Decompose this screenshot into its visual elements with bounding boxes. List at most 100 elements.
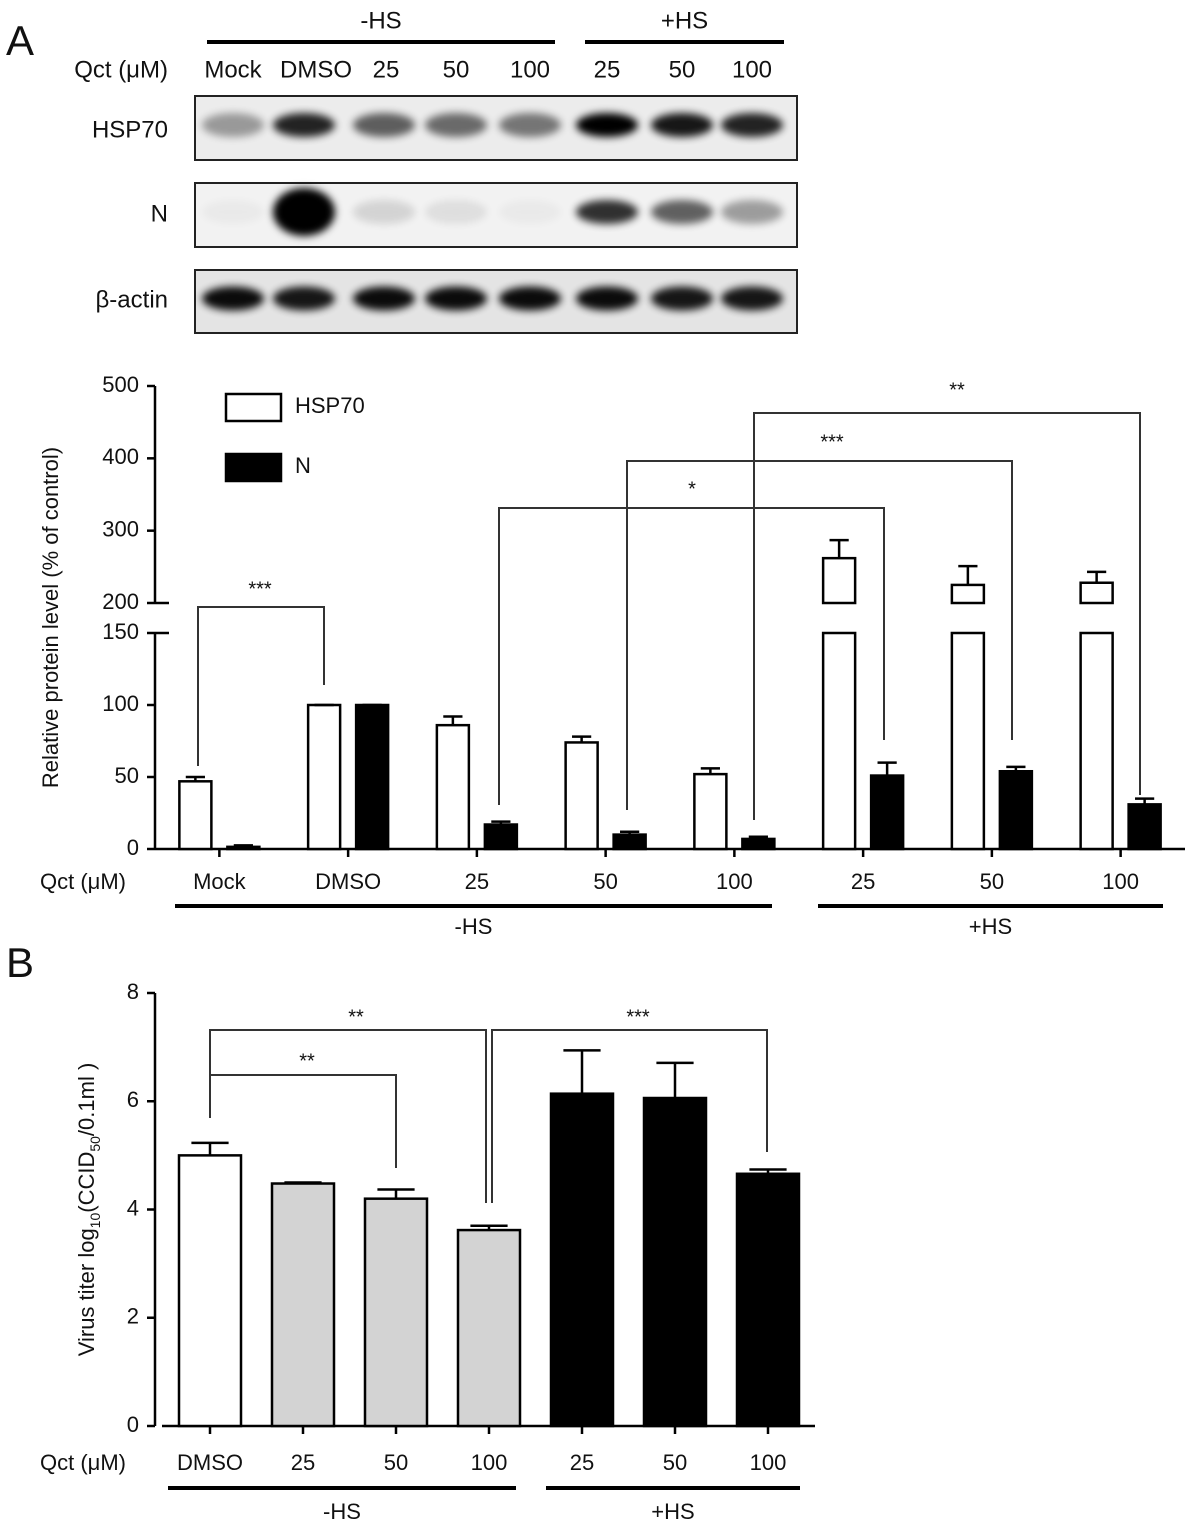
- lane-label: 100: [510, 56, 550, 83]
- y-axis-label-part: 50: [87, 1136, 103, 1152]
- x-label: Qct (μM): [40, 1450, 126, 1475]
- significance-label: ***: [626, 1006, 650, 1028]
- band: [273, 113, 335, 137]
- bar: [1079, 581, 1114, 605]
- band: [202, 200, 264, 224]
- significance-bracket: [626, 460, 1013, 810]
- band: [721, 286, 783, 311]
- x-label: Qct (μM): [40, 869, 126, 894]
- band: [353, 286, 415, 311]
- x-tick-label: 50: [663, 1450, 687, 1475]
- band: [499, 286, 561, 311]
- error-bar: [377, 1188, 415, 1199]
- band: [721, 200, 783, 224]
- group-label: +HS: [651, 1499, 694, 1524]
- y-axis-label: Relative protein level (% of control): [38, 447, 63, 788]
- y-axis-label-part: /0.1ml ): [74, 1063, 99, 1136]
- band: [202, 113, 264, 137]
- x-tick-label: 100: [471, 1450, 508, 1475]
- x-tick-label: 100: [1102, 869, 1139, 894]
- band: [425, 113, 487, 137]
- legend-swatch: [224, 392, 283, 423]
- band: [499, 113, 561, 137]
- error-bar: [1135, 797, 1155, 805]
- band: [576, 200, 638, 224]
- group-label: +HS: [661, 7, 708, 34]
- bar: [177, 1154, 243, 1428]
- lane-label: 50: [669, 56, 696, 83]
- bar: [363, 1197, 429, 1428]
- row-label: HSP70: [92, 116, 168, 143]
- lane-label: 25: [594, 56, 621, 83]
- bar: [306, 703, 342, 851]
- band: [576, 113, 638, 137]
- x-tick-label: 25: [570, 1450, 594, 1475]
- x-tick-label: Mock: [193, 869, 247, 894]
- y-axis-label-part: (CCID: [74, 1152, 99, 1213]
- error-bar: [656, 1061, 694, 1098]
- group-label: +HS: [969, 914, 1012, 939]
- band: [202, 286, 264, 311]
- bar: [950, 583, 986, 605]
- group-label: -HS: [455, 914, 493, 939]
- error-bar: [829, 538, 849, 559]
- error-bar: [877, 761, 897, 776]
- y-tick-label: 400: [102, 444, 139, 469]
- bar: [693, 772, 728, 851]
- significance-label: ***: [248, 578, 272, 600]
- error-bar: [748, 835, 768, 839]
- band: [651, 113, 713, 137]
- error-bar: [620, 830, 640, 835]
- lane-label: 100: [732, 56, 772, 83]
- band: [353, 200, 415, 224]
- x-tick-label: 50: [384, 1450, 408, 1475]
- significance-label: ***: [820, 431, 844, 453]
- y-tick-label: 2: [127, 1304, 139, 1329]
- y-axis-label-part: 10: [87, 1213, 103, 1229]
- bar: [821, 556, 857, 605]
- band: [721, 113, 783, 137]
- y-tick-label: 300: [102, 516, 139, 541]
- bar: [435, 723, 471, 851]
- bar: [950, 631, 986, 851]
- error-bar: [470, 1224, 508, 1231]
- lane-label: DMSO: [280, 56, 352, 83]
- error-bar: [491, 820, 511, 825]
- legend-label: HSP70: [295, 393, 365, 418]
- band: [273, 188, 335, 236]
- bar: [456, 1228, 522, 1428]
- bar: [226, 845, 261, 851]
- legend-swatch: [224, 452, 283, 483]
- bar: [270, 1182, 336, 1428]
- bar: [178, 780, 213, 851]
- row-label: β-actin: [96, 286, 169, 313]
- y-tick-label: 6: [127, 1087, 139, 1112]
- bar: [549, 1092, 615, 1428]
- bar: [998, 769, 1034, 851]
- bar: [1127, 803, 1162, 851]
- bar: [564, 741, 599, 851]
- panel-label: A: [6, 17, 34, 64]
- error-bar: [443, 715, 463, 726]
- bar: [821, 631, 857, 851]
- bar: [612, 833, 647, 851]
- x-tick-label: DMSO: [177, 1450, 243, 1475]
- y-tick-label: 8: [127, 979, 139, 1004]
- x-tick-label: 25: [465, 869, 489, 894]
- x-tick-label: 100: [750, 1450, 787, 1475]
- x-tick-label: 100: [716, 869, 753, 894]
- y-axis-label-part: Virus titer log: [74, 1228, 99, 1356]
- y-tick-label: 4: [127, 1195, 139, 1220]
- band: [651, 286, 713, 311]
- band: [425, 286, 487, 311]
- panel-label: B: [6, 939, 34, 986]
- error-bar: [185, 775, 205, 782]
- significance-label: **: [299, 1050, 315, 1072]
- error-bar: [700, 767, 720, 775]
- western-blot: -HS +HS Qct (μM) Mock DMSO 25 50 100 25 50 100 HSP7…: [74, 7, 798, 334]
- x-tick-label: 50: [593, 869, 617, 894]
- lane-label: 25: [373, 56, 400, 83]
- lane-label: Mock: [204, 56, 262, 83]
- y-tick-label: 150: [102, 619, 139, 644]
